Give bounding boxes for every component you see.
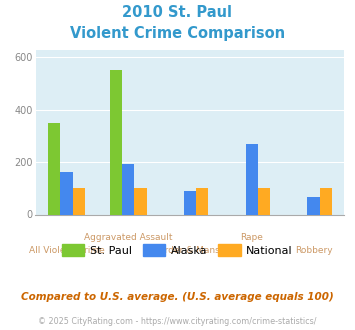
Text: 2010 St. Paul: 2010 St. Paul xyxy=(122,5,233,20)
Text: Violent Crime Comparison: Violent Crime Comparison xyxy=(70,26,285,41)
Bar xyxy=(110,70,122,214)
Text: © 2025 CityRating.com - https://www.cityrating.com/crime-statistics/: © 2025 CityRating.com - https://www.city… xyxy=(38,317,317,326)
Bar xyxy=(72,188,85,214)
Text: Robbery: Robbery xyxy=(295,246,332,255)
Bar xyxy=(320,188,332,214)
Bar xyxy=(122,164,134,214)
Legend: St. Paul, Alaska, National: St. Paul, Alaska, National xyxy=(58,240,297,260)
Bar xyxy=(258,188,270,214)
Bar xyxy=(48,123,60,214)
Text: Rape: Rape xyxy=(240,233,263,242)
Bar xyxy=(60,172,72,214)
Bar xyxy=(246,144,258,214)
Bar xyxy=(196,188,208,214)
Bar xyxy=(134,188,147,214)
Text: Murder & Mans...: Murder & Mans... xyxy=(151,246,229,255)
Text: Aggravated Assault: Aggravated Assault xyxy=(84,233,173,242)
Text: Compared to U.S. average. (U.S. average equals 100): Compared to U.S. average. (U.S. average … xyxy=(21,292,334,302)
Text: All Violent Crime: All Violent Crime xyxy=(28,246,104,255)
Bar xyxy=(307,197,320,215)
Bar xyxy=(184,191,196,214)
